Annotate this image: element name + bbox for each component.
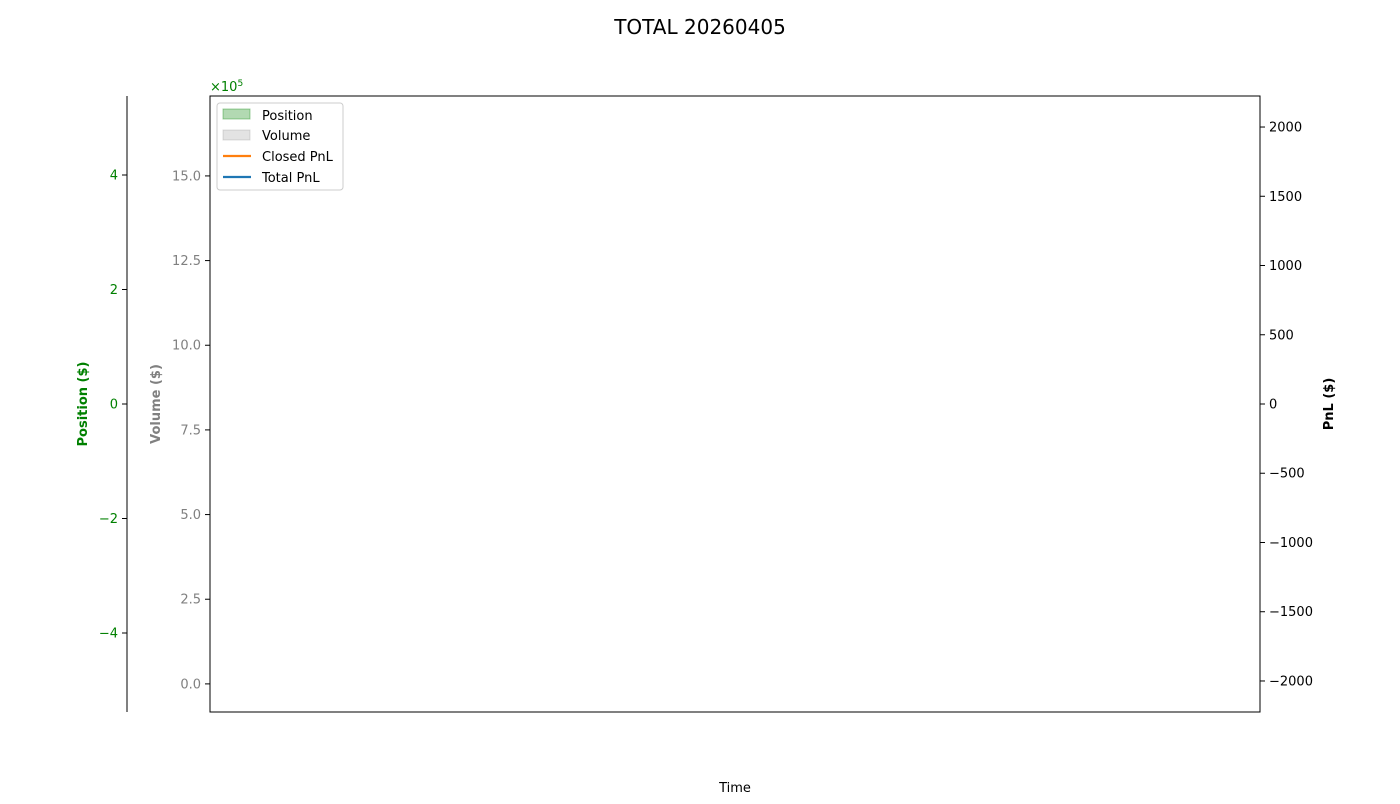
plot-frame	[209, 95, 1261, 713]
legend-volume-swatch	[222, 129, 251, 141]
volume-tick-label: 2.5	[180, 593, 201, 608]
volume-tick-label: 10.0	[172, 339, 201, 354]
legend-total-pnl-label: Total PnL	[261, 171, 320, 186]
legend-position-swatch	[222, 108, 251, 120]
legend-volume-label: Volume	[262, 129, 310, 144]
pnl-tick-label: 0	[1269, 398, 1277, 413]
pnl-tick-label: 500	[1269, 328, 1294, 343]
position-tick-label: −2	[99, 512, 118, 527]
legend-position-label: Position	[262, 109, 313, 124]
position-exponent: 5	[237, 79, 243, 89]
pnl-tick-label: −2000	[1269, 674, 1313, 689]
legend: Position Volume Closed PnL Total PnL	[216, 102, 344, 191]
position-tick-label: 0	[110, 398, 118, 413]
pnl-tick-label: 1000	[1269, 259, 1302, 274]
pnl-tick-label: −1000	[1269, 536, 1313, 551]
x-axis-label: Time	[718, 781, 751, 796]
volume-tick-label: 0.0	[180, 677, 201, 692]
volume-tick-label: 12.5	[172, 254, 201, 269]
position-multiplier: ×105	[210, 79, 243, 95]
pnl-axis-label: PnL ($)	[1322, 378, 1337, 431]
position-tick-label: 4	[110, 169, 118, 184]
volume-tick-label: 7.5	[180, 423, 201, 438]
legend-box	[216, 102, 344, 191]
volume-tick-label: 15.0	[172, 169, 201, 184]
pnl-tick-label: 2000	[1269, 121, 1302, 136]
volume-tick-label: 5.0	[180, 508, 201, 523]
position-tick-label: 2	[110, 283, 118, 298]
position-axis-label: Position ($)	[76, 362, 91, 447]
legend-closed-pnl-label: Closed PnL	[262, 150, 334, 165]
pnl-tick-label: −1500	[1269, 605, 1313, 620]
volume-axis-label: Volume ($)	[149, 364, 164, 444]
pnl-tick-label: 1500	[1269, 190, 1302, 205]
chart-title: TOTAL 20260405	[613, 15, 786, 39]
pnl-tick-label: −500	[1269, 467, 1305, 482]
position-tick-label: −4	[99, 626, 118, 641]
